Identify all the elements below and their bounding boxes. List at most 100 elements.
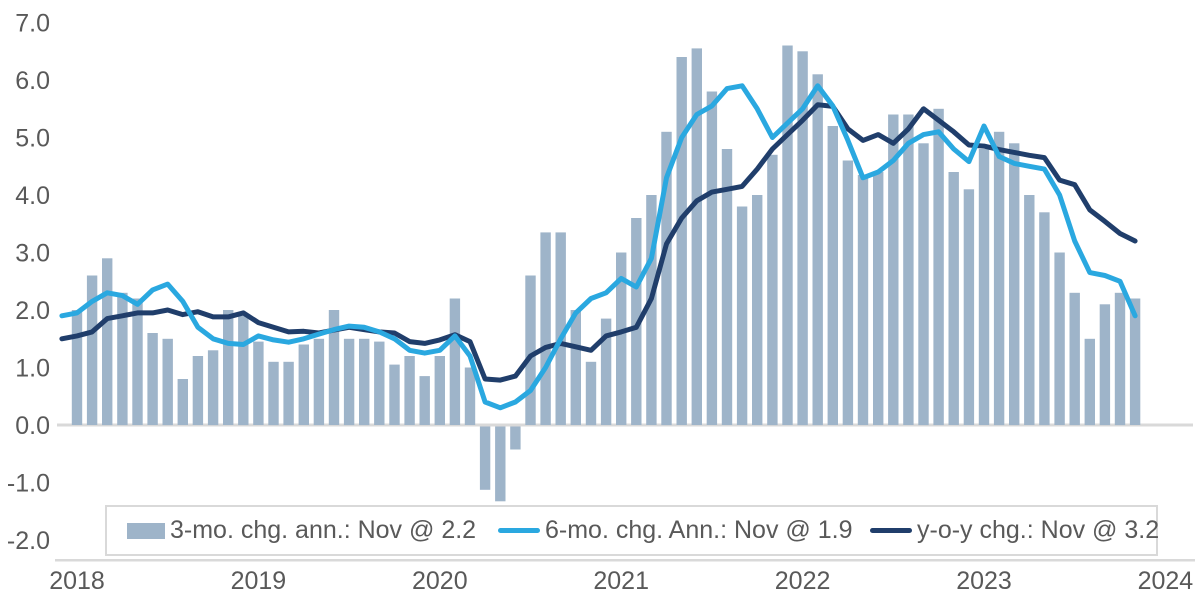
- bar-3mo-chg: [555, 232, 566, 425]
- bar-3mo-chg: [223, 310, 234, 425]
- bar-3mo-chg: [1084, 338, 1095, 426]
- bar-3mo-chg: [842, 160, 854, 425]
- bar-3mo-chg: [359, 338, 370, 426]
- bar-3mo-chg: [993, 131, 1005, 426]
- bar-3mo-chg: [419, 376, 430, 425]
- bar-3mo-chg: [857, 174, 869, 425]
- bar-3mo-chg: [102, 258, 113, 426]
- bar-3mo-chg: [207, 350, 219, 426]
- y-tick-label: 2.0: [15, 297, 50, 325]
- bar-3mo-chg: [132, 298, 143, 425]
- bar-3mo-chg: [706, 91, 718, 425]
- y-tick-label: 3.0: [15, 240, 50, 268]
- bar-3mo-chg: [389, 364, 400, 425]
- bar-3mo-chg: [721, 149, 733, 425]
- x-tick-label: 2019: [231, 567, 287, 595]
- x-tick-label: 2022: [775, 567, 831, 595]
- bar-3mo-chg: [616, 252, 627, 425]
- bar-3mo-chg: [600, 318, 612, 425]
- bar-3mo-chg: [540, 232, 551, 425]
- bar-3mo-chg: [328, 310, 340, 425]
- y-tick-label: 1.0: [15, 355, 50, 383]
- bar-3mo-chg: [283, 361, 294, 426]
- legend-label-yoy: y-o-y chg.: Nov @ 3.2: [917, 516, 1160, 544]
- line-yoy-chg: [59, 102, 1138, 383]
- bar-3mo-chg: [404, 356, 415, 425]
- bar-3mo-chg: [495, 426, 506, 502]
- line-6mo-chg: [59, 83, 1138, 411]
- bar-3mo-chg: [691, 48, 702, 426]
- bar-3mo-chg: [374, 341, 385, 425]
- bar-3mo-chg: [1114, 292, 1126, 426]
- bar-3mo-chg: [343, 338, 355, 426]
- bar-3mo-chg: [661, 131, 672, 426]
- bar-3mo-chg: [1069, 292, 1080, 426]
- bar-3mo-chg: [117, 292, 128, 426]
- legend-label-6mo: 6-mo. chg. Ann.: Nov @ 1.9: [545, 516, 853, 544]
- bar-3mo-chg: [948, 172, 959, 425]
- y-tick-label: 6.0: [15, 67, 50, 95]
- line-swatch-icon: [870, 528, 912, 533]
- bar-swatch-icon: [127, 522, 165, 539]
- bar-3mo-chg: [1054, 252, 1065, 425]
- bar-3mo-chg: [888, 114, 899, 425]
- legend-label-3mo: 3-mo. chg. ann.: Nov @ 2.2: [170, 516, 477, 544]
- bar-3mo-chg: [918, 143, 929, 426]
- y-tick-label: -2.0: [7, 527, 50, 555]
- bar-3mo-chg: [464, 367, 476, 425]
- bar-3mo-chg: [238, 315, 249, 426]
- bar-3mo-chg: [631, 218, 642, 425]
- legend-item-yoy: y-o-y chg.: Nov @ 3.2: [870, 507, 1159, 554]
- legend-item-3mo: 3-mo. chg. ann.: Nov @ 2.2: [127, 507, 476, 554]
- bar-3mo-chg: [434, 356, 445, 425]
- bar-3mo-chg: [752, 195, 763, 425]
- bar-3mo-chg: [782, 45, 793, 425]
- bar-3mo-chg: [1009, 143, 1020, 426]
- bar-3mo-chg: [797, 51, 808, 426]
- bar-3mo-chg: [313, 338, 325, 426]
- bar-3mo-chg: [192, 356, 204, 425]
- bar-3mo-chg: [510, 426, 521, 450]
- bar-3mo-chg: [298, 344, 309, 425]
- bar-3mo-chg: [147, 333, 158, 425]
- bar-3mo-chg: [268, 361, 279, 426]
- y-tick-label: -1.0: [7, 470, 50, 498]
- bar-3mo-chg: [963, 189, 975, 425]
- bar-3mo-chg: [1129, 298, 1141, 425]
- x-axis-line: [55, 559, 1195, 562]
- bar-3mo-chg: [449, 298, 461, 425]
- bar-3mo-chg: [162, 338, 173, 426]
- bar-3mo-chg: [676, 57, 687, 425]
- bar-3mo-chg: [1099, 304, 1111, 426]
- y-tick-label: 4.0: [15, 182, 50, 210]
- bar-3mo-chg: [1039, 212, 1050, 426]
- bar-3mo-chg: [827, 126, 838, 425]
- bar-3mo-chg: [71, 310, 83, 425]
- legend: 3-mo. chg. ann.: Nov @ 2.2 6-mo. chg. An…: [105, 505, 1159, 556]
- bar-3mo-chg: [933, 108, 944, 426]
- bar-3mo-chg: [873, 172, 884, 425]
- bar-3mo-chg: [525, 275, 536, 425]
- legend-item-6mo: 6-mo. chg. Ann.: Nov @ 1.9: [498, 507, 852, 554]
- bar-3mo-chg: [736, 206, 748, 425]
- bar-3mo-chg: [1024, 195, 1035, 425]
- x-tick-label: 2018: [49, 567, 105, 595]
- x-tick-label: 2021: [593, 567, 649, 595]
- x-tick-label: 2020: [412, 567, 468, 595]
- bar-3mo-chg: [812, 74, 823, 426]
- bar-3mo-chg: [177, 379, 188, 425]
- bar-3mo-chg: [767, 154, 778, 426]
- bar-3mo-chg: [86, 275, 98, 425]
- bar-3mo-chg: [646, 195, 657, 425]
- y-tick-label: 0.0: [15, 412, 50, 440]
- line-swatch-icon: [498, 528, 540, 533]
- bar-3mo-chg: [570, 310, 581, 425]
- bar-3mo-chg: [479, 426, 491, 490]
- y-tick-label: 5.0: [15, 125, 50, 153]
- bar-3mo-chg: [903, 114, 914, 425]
- bar-3mo-chg: [978, 149, 990, 425]
- x-tick-label: 2023: [956, 567, 1012, 595]
- bar-3mo-chg: [585, 361, 597, 426]
